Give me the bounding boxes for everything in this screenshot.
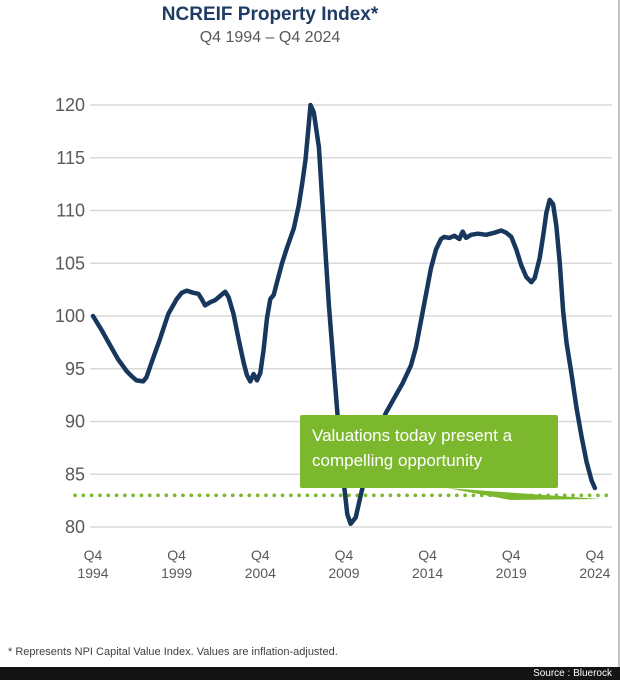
slide-right-border — [618, 0, 620, 667]
footnote: * Represents NPI Capital Value Index. Va… — [8, 646, 338, 658]
y-tick-label: 115 — [56, 148, 85, 168]
x-tick-label-year: 2024 — [579, 565, 610, 581]
x-tick-label-quarter: Q4 — [167, 547, 186, 563]
y-tick-label: 105 — [55, 253, 85, 273]
callout-box: Valuations today present a compelling op… — [300, 415, 558, 488]
x-tick-label-quarter: Q4 — [84, 547, 103, 563]
y-tick-label: 80 — [65, 517, 85, 537]
callout-line2: compelling opportunity — [312, 451, 483, 470]
callout-line1: Valuations today present a — [312, 426, 513, 445]
y-tick-label: 85 — [65, 464, 85, 484]
x-tick-label-quarter: Q4 — [586, 547, 605, 563]
title-block: NCREIF Property Index* Q4 1994 – Q4 2024 — [0, 4, 540, 48]
chart-title: NCREIF Property Index* — [161, 4, 379, 25]
x-tick-label-year: 2009 — [328, 565, 359, 581]
x-tick-label-year: 2014 — [412, 565, 443, 581]
x-tick-label-quarter: Q4 — [335, 547, 354, 563]
x-tick-label-quarter: Q4 — [251, 547, 270, 563]
y-tick-label: 95 — [65, 359, 85, 379]
y-tick-label: 110 — [56, 201, 85, 221]
x-tick-label-year: 2019 — [496, 565, 527, 581]
x-tick-label-quarter: Q4 — [418, 547, 437, 563]
y-tick-label: 90 — [65, 412, 85, 432]
chart-subtitle: Q4 1994 – Q4 2024 — [199, 29, 341, 46]
y-tick-label: 120 — [55, 95, 85, 115]
x-tick-label-year: 1994 — [77, 565, 108, 581]
x-tick-label-quarter: Q4 — [502, 547, 521, 563]
source-text: Source : Bluerock — [533, 668, 612, 679]
x-tick-label-year: 2004 — [245, 565, 276, 581]
y-tick-label: 100 — [55, 306, 85, 326]
x-tick-label-year: 1999 — [161, 565, 192, 581]
callout-tail — [447, 488, 600, 500]
source-bar: Source : Bluerock — [0, 667, 620, 680]
